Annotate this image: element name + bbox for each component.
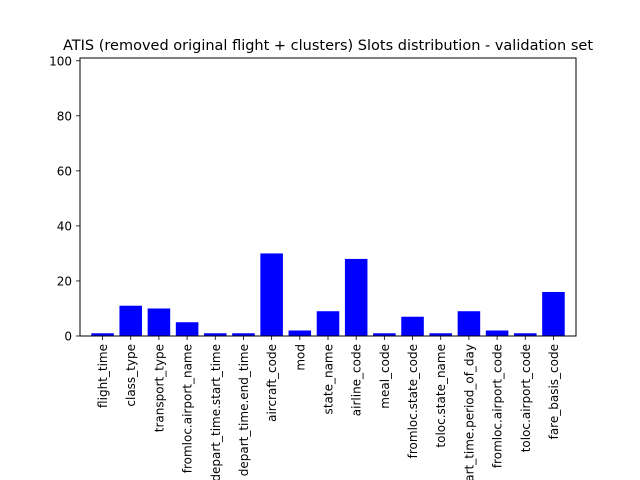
bar-toloc-airport-code [514,333,537,336]
bar-fromloc-airport-name [175,322,199,336]
bar-fromloc-airport-code [485,330,509,336]
x-tick-label: fromloc.state_code [406,344,420,458]
x-tick-label: fromloc.airport_code [491,344,505,468]
x-tick-label: fare_basis_code [547,344,561,439]
bar-state-name [316,311,340,336]
x-tick-label: depart_time.end_time [237,344,251,476]
x-tick-label: mod [293,344,307,371]
x-tick-label: depart_time.period_of_day [462,344,476,480]
x-tick-label: state_name [322,344,336,414]
x-tick-label: meal_code [378,344,392,409]
y-tick-label: 80 [57,109,72,123]
bar-transport-type [147,308,171,336]
y-tick-label: 40 [57,219,72,233]
bar-meal-code [373,333,396,336]
x-axis: flight_time class_type transport_type froml… [96,336,561,480]
y-tick-label: 0 [64,330,72,344]
y-tick-label: 20 [57,274,72,288]
bar-flight-time [91,333,114,336]
bar-airline-code [344,258,368,336]
x-tick-label: toloc.airport_code [519,344,533,452]
bars-layer [91,253,565,336]
bar-depart-time-end-time [232,333,255,336]
chart-title: ATIS (removed original flight + clusters… [63,38,593,54]
bar-fromloc-state-code [401,316,424,336]
bar-fare-basis-code [542,291,565,336]
y-tick-label: 100 [49,54,72,68]
y-axis: 0 20 40 60 80 100 [49,54,80,344]
x-tick-label: flight_time [96,344,110,408]
plot-frame [79,57,577,337]
bar-class-type [119,305,142,336]
x-tick-label: depart_time.start_time [209,344,223,480]
x-tick-label: toloc.state_name [434,344,448,448]
bar-depart-time-period-of-day [457,311,481,336]
bar-depart-time-start-time [204,333,227,336]
x-tick-label: transport_type [152,344,166,432]
bar-mod [288,330,312,336]
x-tick-label: airline_code [350,344,364,416]
bar-toloc-state-name [429,333,452,336]
y-tick-label: 60 [57,164,72,178]
x-tick-label: fromloc.airport_name [181,344,195,473]
x-tick-label: class_type [124,344,138,407]
bar-aircraft-code [260,253,283,336]
x-tick-label: aircraft_code [265,344,279,422]
